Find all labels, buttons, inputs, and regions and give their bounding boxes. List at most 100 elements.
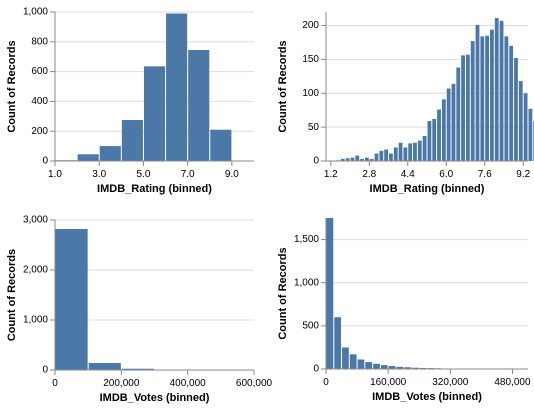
bar (345, 158, 350, 161)
y-axis-title: Count of Records (277, 40, 289, 132)
bar (188, 49, 210, 162)
y-tick-label: 2,000 (23, 265, 48, 276)
x-tick-label: 9.2 (516, 169, 530, 180)
bar (360, 158, 364, 161)
y-tick-label: 1,000 (23, 315, 48, 326)
bar (504, 36, 509, 161)
x-tick-label: 400,000 (170, 378, 207, 389)
bar (374, 153, 379, 161)
x-tick-label: 3.0 (92, 169, 106, 180)
bar (427, 121, 432, 161)
x-tick-label: 1.0 (48, 169, 62, 180)
x-tick-label: 6.0 (439, 169, 453, 180)
bar (437, 109, 441, 161)
bar (480, 36, 485, 161)
y-tick-label: 0 (313, 156, 319, 167)
y-tick-label: 400 (31, 96, 48, 107)
bar (518, 81, 523, 161)
y-tick-label: 150 (302, 54, 319, 65)
y-tick-label: 0 (42, 156, 48, 167)
y-tick-label: 500 (302, 320, 319, 331)
bar (456, 67, 461, 161)
x-tick-label: 160,000 (370, 377, 407, 388)
bar (389, 153, 393, 161)
bar (404, 367, 411, 369)
y-axis-title: Count of Records (277, 247, 289, 339)
x-tick-label: 9.0 (225, 169, 239, 180)
x-tick-label: 0 (323, 377, 329, 388)
bar (465, 54, 470, 161)
y-tick-label: 1,000 (23, 7, 48, 18)
bar (349, 354, 357, 369)
bar (326, 218, 334, 369)
bar (380, 365, 388, 369)
bar (379, 150, 384, 161)
bar (355, 155, 360, 161)
bar (403, 147, 408, 161)
x-tick-label: 0 (52, 378, 58, 389)
plot-area: 0 50 100 150 200 1.2 2.8 4.4 6.0 7.6 9.2 IMDB_Ratin… (277, 12, 534, 195)
bar (350, 157, 355, 161)
bar (342, 347, 349, 369)
bar (121, 368, 154, 370)
y-tick-label: 1,500 (294, 234, 319, 245)
y-tick-label: 0 (42, 365, 48, 376)
bar (451, 83, 456, 161)
x-tick-label: 600,000 (236, 378, 273, 389)
x-tick-label: 200,000 (103, 378, 140, 389)
bar (417, 140, 422, 161)
bar (523, 93, 528, 161)
y-tick-label: 1,000 (294, 277, 319, 288)
bar (446, 88, 451, 161)
bar (470, 41, 475, 161)
x-tick-label: 5.0 (136, 169, 150, 180)
bar (419, 367, 427, 369)
y-tick-label: 200 (302, 20, 319, 31)
bar (396, 366, 404, 369)
x-tick-label: 1.2 (324, 169, 338, 180)
x-tick-label: 7.0 (181, 169, 195, 180)
y-tick-label: 600 (31, 66, 48, 77)
y-tick-label: 0 (313, 364, 319, 375)
bar (393, 147, 398, 161)
bar (408, 143, 413, 161)
x-tick-label: 480,000 (494, 377, 531, 388)
bar (364, 157, 369, 161)
bar (514, 58, 518, 161)
bar (143, 66, 166, 161)
x-tick-label: 7.6 (478, 169, 492, 180)
bar (499, 20, 504, 161)
bar (432, 119, 437, 161)
bar (461, 55, 465, 161)
y-axis-title: Count of Records (6, 249, 18, 341)
bar (166, 13, 188, 161)
plot-area: 0 500 1,000 1,500 0 160,000 320,000 480,000 IMDB… (277, 218, 531, 403)
bar (441, 99, 446, 161)
y-tick-label: 3,000 (23, 215, 48, 226)
bar (485, 35, 490, 161)
bar (365, 362, 373, 369)
bar (210, 129, 232, 161)
plot-area: 0 1,000 2,000 3,000 0 200,000 400,000 600,000 IM… (6, 215, 273, 404)
bar (99, 146, 121, 161)
x-tick-label: 4.4 (401, 169, 415, 180)
bar (411, 367, 419, 369)
x-axis-title: IMDB_Votes (binned) (100, 392, 210, 404)
bar (77, 154, 99, 161)
y-tick-label: 50 (308, 122, 320, 133)
bar (494, 18, 499, 161)
y-axis-title: Count of Records (6, 40, 18, 132)
bar (384, 149, 389, 161)
y-tick-label: 100 (302, 88, 319, 99)
x-axis-title: IMDB_Rating (binned) (97, 183, 212, 195)
bar (369, 158, 374, 161)
bar (475, 24, 480, 162)
bar (422, 135, 427, 161)
x-tick-label: 320,000 (432, 377, 469, 388)
bar (357, 359, 365, 369)
x-axis-title: IMDB_Votes (binned) (372, 391, 482, 403)
